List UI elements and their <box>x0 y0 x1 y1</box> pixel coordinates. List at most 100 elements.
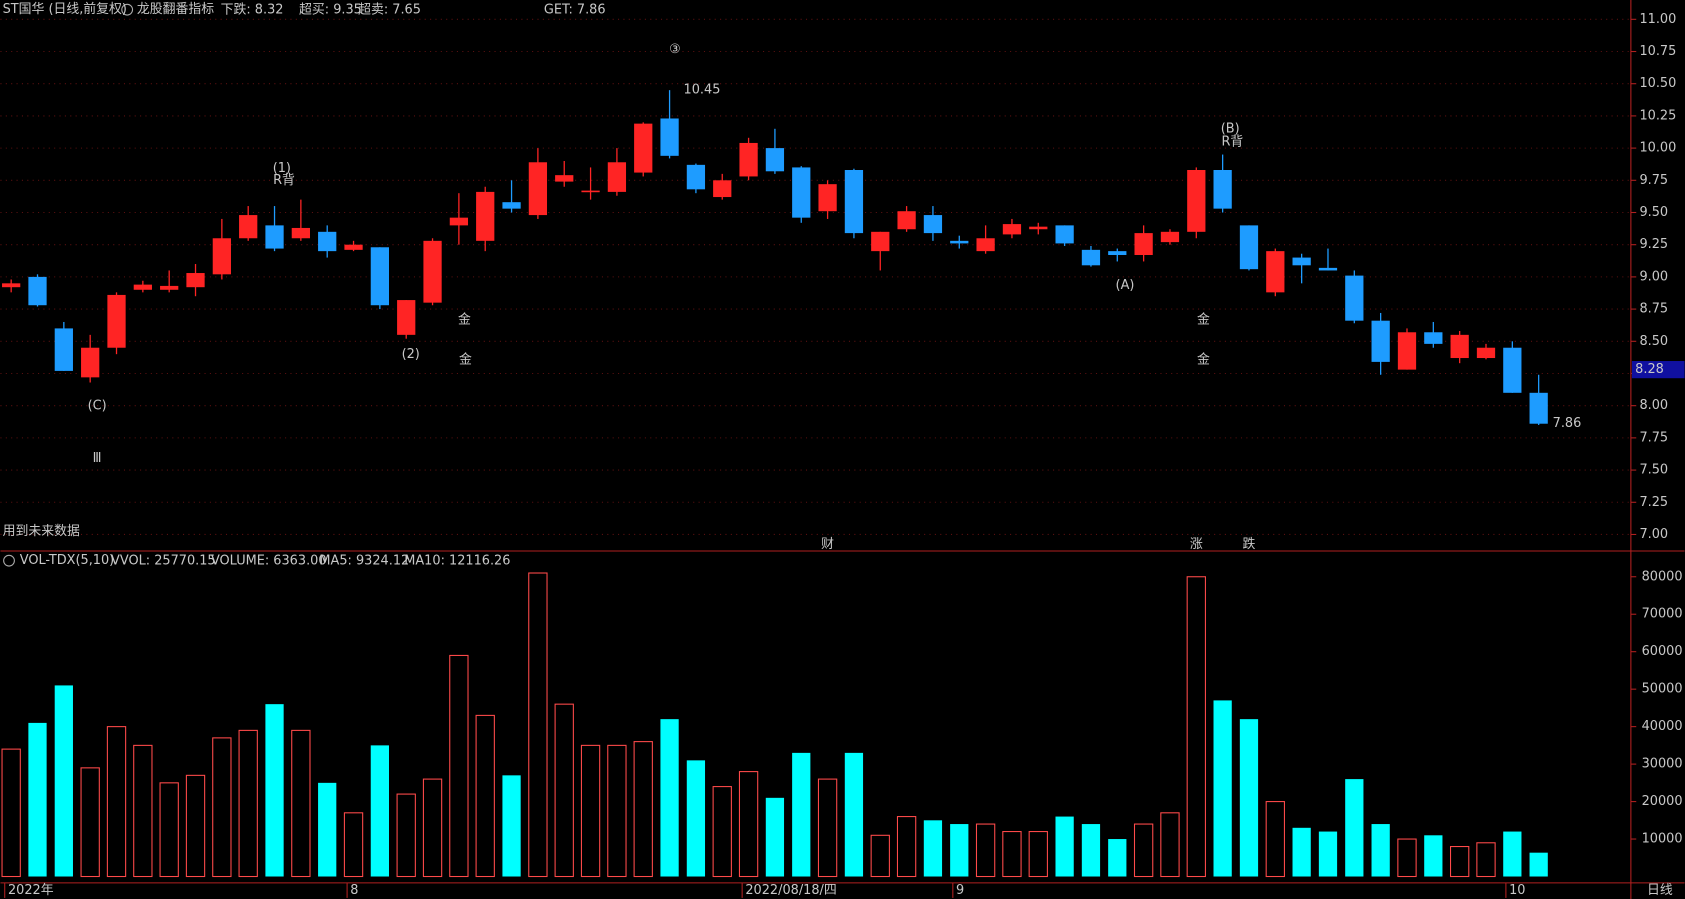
last-price-box <box>1631 361 1685 379</box>
min-price-label: 7.86 <box>1553 416 1582 431</box>
y-tick-label: 70000 <box>1642 607 1683 622</box>
volume-bar <box>1028 831 1048 878</box>
y-tick-label: 9.00 <box>1639 269 1668 284</box>
candle-body <box>1371 320 1390 362</box>
annotation: (A) <box>1116 278 1135 293</box>
indicator-icon <box>3 554 15 567</box>
candle-body <box>476 191 495 241</box>
volume-bar <box>975 823 996 878</box>
volume-bar <box>896 816 917 878</box>
annotation: Ⅲ <box>93 451 102 466</box>
volume-bar <box>1 748 21 878</box>
volume-bar <box>1476 842 1496 878</box>
x-tick-label: 9 <box>956 883 964 898</box>
candle-body <box>1160 231 1180 243</box>
candle-body <box>370 247 390 306</box>
candle-body <box>212 238 231 275</box>
readout-value: 12116.26 <box>449 553 510 568</box>
readout-value: 8.32 <box>255 2 284 17</box>
volume-bar <box>396 793 416 878</box>
readout-value: 9324.12 <box>356 553 409 568</box>
volume-bar <box>133 744 153 878</box>
candle-body <box>107 294 126 348</box>
volume-bar <box>502 775 521 877</box>
y-tick-label: 8.00 <box>1639 398 1668 413</box>
volume-bar <box>686 760 706 877</box>
volume-bar <box>1345 779 1364 877</box>
readout-label: 超卖: <box>358 2 388 17</box>
volume-bar <box>343 812 364 878</box>
last-price-label: 8.28 <box>1635 362 1664 377</box>
candle-body <box>1529 392 1548 424</box>
volume-bar <box>318 782 337 877</box>
volume-bar <box>291 729 311 878</box>
volume-bar <box>817 778 838 878</box>
candle-body <box>1476 347 1496 359</box>
y-tick-label: 20000 <box>1642 794 1683 809</box>
volume-bar <box>1424 835 1443 877</box>
candle-body <box>54 328 73 371</box>
y-tick-label: 10000 <box>1642 832 1683 847</box>
y-tick-label: 9.25 <box>1639 237 1668 252</box>
event-label: 涨 <box>1190 537 1203 552</box>
y-tick-label: 10.75 <box>1639 44 1676 59</box>
readout: 下跌: 8.32 <box>221 1 284 17</box>
candle-body <box>897 211 916 230</box>
indicator-icon <box>121 3 134 16</box>
candle-body <box>1029 226 1048 230</box>
y-tick-label: 50000 <box>1642 682 1683 697</box>
volume-bar <box>422 778 443 878</box>
candle-body <box>318 231 337 252</box>
volume-bar <box>870 834 890 878</box>
annotation: ③ <box>669 42 681 57</box>
candle-body <box>2 283 21 288</box>
volume-bar <box>1055 816 1074 877</box>
candle-body <box>581 190 600 193</box>
y-tick-label: 7.00 <box>1639 527 1668 542</box>
volume-bar <box>28 722 47 877</box>
candle-body <box>28 276 47 306</box>
annotation: 金 <box>1197 312 1210 328</box>
readout-label: VVOL: <box>111 553 150 568</box>
y-tick-label: 7.50 <box>1639 463 1668 478</box>
y-tick-label: 60000 <box>1642 644 1683 659</box>
candle-body <box>1055 225 1074 244</box>
y-tick-label: 80000 <box>1642 569 1683 584</box>
volume-bar <box>950 824 969 877</box>
candle-body <box>449 217 469 226</box>
candle-body <box>1239 225 1259 270</box>
candle-body <box>923 215 943 234</box>
volume-bar <box>1213 700 1232 877</box>
volume-bar <box>923 820 943 877</box>
volume-bar <box>1160 812 1180 878</box>
y-tick-label: 7.75 <box>1639 430 1668 445</box>
candle-body <box>1424 332 1443 344</box>
candle-body <box>950 240 969 244</box>
candle-body <box>765 148 785 172</box>
annotation: R背 <box>1221 134 1243 149</box>
volume-bar <box>1186 576 1206 878</box>
readout-label: MA5: <box>319 553 351 568</box>
y-tick-label: 10.00 <box>1639 141 1676 156</box>
candle-body <box>1002 224 1022 235</box>
volume-bar <box>1292 827 1311 877</box>
candle-body <box>528 162 548 216</box>
candle-body <box>1081 249 1101 266</box>
candle-body <box>397 300 416 335</box>
candle-body <box>239 215 258 239</box>
candle-body <box>792 167 811 218</box>
readout: VVOL: 25770.15 <box>111 553 216 568</box>
readout: MA10: 12116.26 <box>404 553 510 568</box>
readout-value: 7.86 <box>577 2 606 17</box>
event-label: 财 <box>821 537 834 552</box>
volume-bar <box>80 767 100 878</box>
candle-body <box>1345 275 1364 321</box>
candle-body <box>634 123 653 173</box>
candle-body <box>976 238 995 252</box>
y-tick-label: 8.50 <box>1639 334 1668 349</box>
readout-label: 下跌: <box>221 1 251 17</box>
volume-bar <box>554 703 574 878</box>
candle-body <box>186 273 205 288</box>
candle-body <box>423 240 442 303</box>
candle-body <box>1187 170 1206 232</box>
